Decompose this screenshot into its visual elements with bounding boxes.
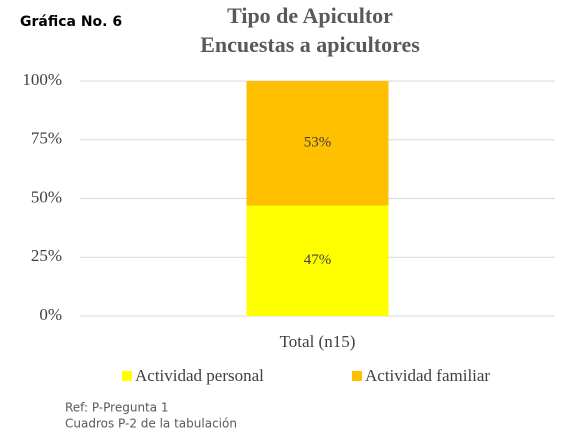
legend-label: Actividad familiar: [365, 366, 490, 385]
data-label: 53%: [304, 135, 332, 151]
y-tick-label: 25%: [31, 246, 62, 265]
legend-swatch: [352, 371, 362, 381]
note: Cuadros P-2 de la tabulación: [65, 417, 237, 431]
legend-swatch: [122, 371, 132, 381]
legend-label: Actividad personal: [135, 366, 264, 385]
y-tick-label: 0%: [39, 305, 62, 324]
y-tick-label: 75%: [31, 129, 62, 148]
chart-subtitle: Encuestas a apicultores: [200, 32, 420, 57]
data-label: 47%: [304, 252, 332, 268]
note: Ref: P-Pregunta 1: [65, 401, 169, 415]
bar-segment: [246, 81, 389, 206]
chart-title: Tipo de Apicultor: [227, 3, 393, 28]
x-tick-label: Total (n15): [280, 332, 356, 351]
bar-segment: [246, 205, 389, 316]
y-tick-label: 50%: [31, 187, 62, 206]
y-tick-label: 100%: [22, 70, 62, 89]
chart-label: Gráfica No. 6: [20, 14, 122, 30]
